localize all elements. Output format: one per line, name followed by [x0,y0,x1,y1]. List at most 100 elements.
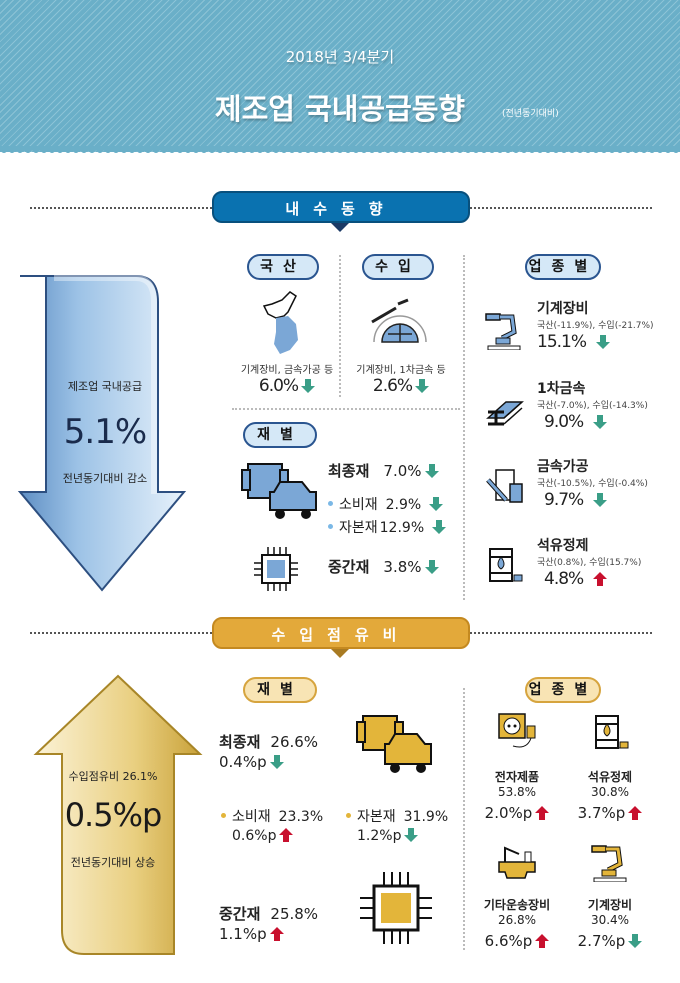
industry-value: 15.1% [537,332,587,352]
industry-share: 30.4% [590,913,630,927]
industry-detail: 국산(-10.5%), 수입(-0.4%) [537,479,648,489]
import-summary-value: 0.5%p [64,796,163,834]
up-arrow-icon [279,827,294,842]
industry-detail: 국산(0.8%), 수입(15.7%) [537,558,642,568]
consumer-goods-name: 소비재 [339,497,378,513]
steel-beam-icon [484,388,524,434]
oil-barrel-icon [484,545,524,591]
down-arrow-icon [429,496,444,511]
pill-by-industry: 업종별 [525,254,601,280]
capital-goods-share: 31.9% [403,809,449,825]
industry-change: 2.7%p [577,932,626,950]
divider [463,688,465,950]
industry-name: 금속가공 [537,459,589,475]
industry-share: 53.8% [497,785,537,799]
domestic-section-banner: 내수동향 [212,191,470,223]
period-label: 2018년 3/4분기 [285,48,395,66]
capital-goods-name: 자본재 [339,520,378,536]
domestic-summary-label: 제조업 국내공급 [67,380,143,393]
industry-name: 석유정제 [587,770,633,784]
industry-detail: 국산(-7.0%), 수입(-14.3%) [537,401,648,411]
final-goods-change: 0.4%p [219,753,267,771]
consumer-goods-name: 소비재 [232,809,271,825]
industry-share: 30.8% [590,785,630,799]
intermediate-goods-value: 3.8% [383,558,422,576]
pill-by-industry: 업종별 [525,677,601,703]
industry-value: 4.8% [544,569,584,589]
intermediate-goods-share: 25.8% [270,905,319,923]
header-banner [0,0,680,152]
robot-arm-icon [484,308,524,354]
ship-crane-icon [497,840,537,886]
down-arrow-icon [593,492,608,507]
final-goods-name: 최종재 [328,462,370,480]
pill-imports: 수입 [362,254,434,280]
industry-value: 9.0% [544,412,584,432]
domestic-summary-value: 5.1% [63,412,147,452]
domestic-summary-note: 전년동기대비 감소 [62,472,148,485]
industry-change: 6.6%p [484,932,533,950]
down-arrow-icon [424,463,439,478]
down-arrow-icon [628,933,643,948]
down-arrow-icon [596,334,611,349]
header-wave-edge [0,146,680,153]
wrench-tools-icon [484,466,524,512]
up-arrow-icon [535,933,550,948]
factory-car-icon [241,463,317,519]
final-goods-share: 26.6% [270,733,319,751]
bullet-icon [328,524,333,529]
pill-domestic-production: 국산 [247,254,319,280]
factory-car-icon [356,715,432,773]
down-arrow-icon [404,827,419,842]
chip-icon [360,872,432,944]
intermediate-goods-change: 1.1%p [219,925,267,943]
page-title: 제조업 국내공급동향 [214,92,466,126]
bullet-icon [221,813,226,818]
korea-map-icon [262,291,298,354]
banner-pointer [331,649,349,658]
capital-goods-value: 12.9% [379,520,425,536]
industry-name: 전자제품 [494,770,540,784]
down-arrow-icon [301,378,316,393]
capital-goods-name: 자본재 [357,809,396,825]
industry-name: 기계장비 [587,898,633,912]
banner-pointer [331,223,349,232]
power-outlet-icon [497,712,537,758]
chip-icon [254,547,298,591]
industry-name: 기타운송장비 [483,898,551,912]
up-arrow-icon [593,571,608,586]
industry-name: 기계장비 [537,301,589,317]
divider [232,408,460,410]
oil-barrel-icon [590,712,630,758]
up-arrow-icon [269,926,284,941]
imports-caption: 기계장비, 1차금속 등 [356,365,446,376]
pill-by-goods: 재별 [243,422,317,448]
down-arrow-icon [415,378,430,393]
down-arrow-icon [269,754,284,769]
intermediate-goods-name: 중간재 [219,905,261,923]
down-arrow-icon [593,414,608,429]
title-note: (전년동기대비) [502,109,559,119]
import-summary-note: 전년동기대비 상승 [70,856,156,869]
industry-share: 26.8% [497,913,537,927]
industry-change: 3.7%p [577,804,626,822]
consumer-goods-change: 0.6%p [232,828,277,844]
bullet-icon [328,501,333,506]
consumer-goods-share: 23.3% [278,809,324,825]
down-arrow-icon [424,559,439,574]
intermediate-goods-name: 중간재 [328,558,370,576]
domestic-value: 6.0% [258,376,299,396]
final-goods-name: 최종재 [219,733,261,751]
import-share-section-banner: 수입점유비 [212,617,470,649]
bullet-icon [346,813,351,818]
down-arrow-graphic [17,275,187,592]
up-arrow-graphic [33,674,203,955]
up-arrow-icon [535,805,550,820]
industry-name: 1차금속 [537,381,586,397]
industry-change: 2.0%p [484,804,533,822]
divider [339,255,341,397]
industry-name: 석유정제 [537,538,589,554]
industry-value: 9.7% [544,490,584,510]
globe-plane-icon [371,298,427,343]
domestic-caption: 기계장비, 금속가공 등 [240,365,334,376]
